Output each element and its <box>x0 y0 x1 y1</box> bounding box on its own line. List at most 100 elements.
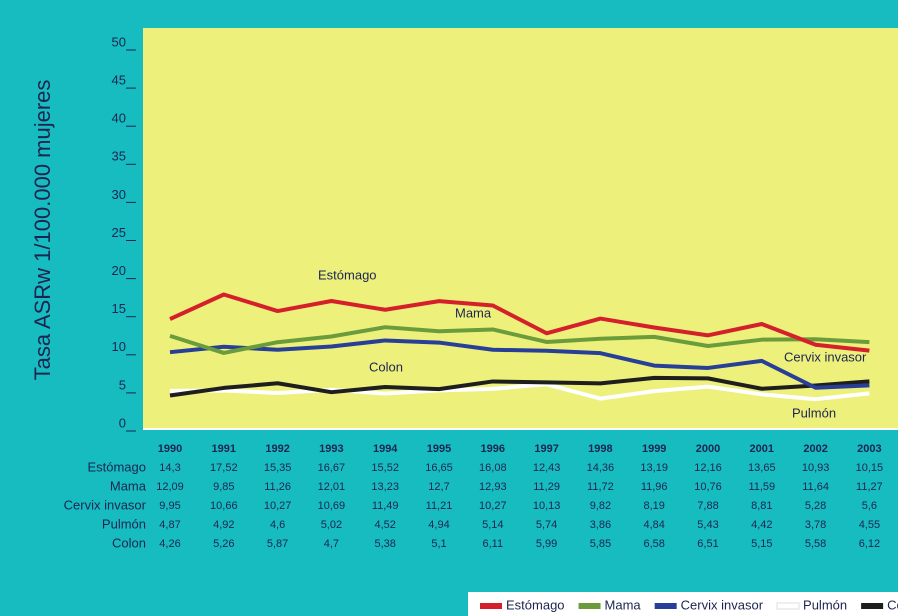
table-cell: 12,09 <box>156 481 184 493</box>
table-cell: 16,08 <box>479 462 507 474</box>
x-tick-label: 2002 <box>803 443 827 455</box>
table-cell: 12,01 <box>318 481 346 493</box>
table-cell: 5,26 <box>213 538 234 550</box>
table-cell: 6,11 <box>483 538 504 550</box>
legend-label: Estómago <box>506 597 565 612</box>
y-tick-label: 40 <box>112 111 126 126</box>
x-tick-label: 1998 <box>588 443 612 455</box>
y-tick-label: 5 <box>119 377 126 392</box>
annotation: Colon <box>369 359 403 374</box>
table-cell: 5,15 <box>751 538 772 550</box>
table-cell: 6,12 <box>859 538 880 550</box>
y-tick-label: 35 <box>112 149 126 164</box>
table-cell: 5,6 <box>862 500 877 512</box>
table-cell: 5,85 <box>590 538 611 550</box>
table-cell: 11,27 <box>856 481 883 493</box>
table-cell: 10,66 <box>210 500 238 512</box>
table-cell: 14,3 <box>159 462 180 474</box>
table-cell: 12,93 <box>479 481 507 493</box>
y-tick-label: 20 <box>112 263 126 278</box>
table-cell: 10,76 <box>694 481 722 493</box>
table-cell: 10,93 <box>802 462 830 474</box>
y-tick-label: 45 <box>112 73 126 88</box>
table-cell: 13,23 <box>371 481 399 493</box>
series-line <box>169 325 870 355</box>
x-tick-label: 2001 <box>750 443 774 455</box>
table-cell: 4,87 <box>159 519 180 531</box>
table-cell: 15,52 <box>371 462 399 474</box>
table-row-label: Cervix invasor <box>64 497 147 512</box>
legend-swatch <box>776 602 800 610</box>
table-cell: 11,59 <box>748 481 775 493</box>
y-tick-label: 25 <box>112 225 126 240</box>
table-cell: 4,94 <box>428 519 449 531</box>
table-cell: 10,27 <box>479 500 507 512</box>
table-cell: 3,86 <box>590 519 611 531</box>
table-cell: 10,27 <box>264 500 292 512</box>
table-cell: 13,65 <box>748 462 776 474</box>
legend-label: Mama <box>605 597 642 612</box>
table-cell: 14,36 <box>587 462 615 474</box>
table-cell: 10,69 <box>318 500 346 512</box>
x-tick-label: 1997 <box>534 443 558 455</box>
table-cell: 12,43 <box>533 462 561 474</box>
table-cell: 16,67 <box>318 462 346 474</box>
x-tick-label: 2000 <box>696 443 720 455</box>
table-cell: 4,7 <box>324 538 339 550</box>
y-tick-label: 50 <box>112 34 126 49</box>
annotation: Estómago <box>318 267 377 282</box>
x-tick-label: 1994 <box>373 443 398 455</box>
table-row-label: Pulmón <box>102 516 146 531</box>
table-cell: 5,14 <box>482 519 503 531</box>
table-cell: 13,19 <box>640 462 668 474</box>
series-line <box>169 375 870 398</box>
table-cell: 11,72 <box>587 481 614 493</box>
table-row-label: Mama <box>110 478 147 493</box>
table-cell: 5,58 <box>805 538 826 550</box>
table-cell: 11,96 <box>641 481 668 493</box>
table-cell: 12,7 <box>428 481 449 493</box>
x-tick-label: 1999 <box>642 443 666 455</box>
table-cell: 6,58 <box>643 538 664 550</box>
series-line <box>169 292 870 353</box>
table-cell: 4,92 <box>213 519 234 531</box>
table-cell: 8,19 <box>643 500 664 512</box>
table-cell: 4,55 <box>859 519 880 531</box>
table-cell: 4,84 <box>643 519 664 531</box>
table-cell: 4,52 <box>374 519 395 531</box>
plot-area <box>143 28 898 430</box>
table-cell: 9,85 <box>213 481 234 493</box>
table-cell: 11,29 <box>533 481 560 493</box>
annotation: Cervix invasor <box>784 349 867 364</box>
series-line <box>169 382 870 402</box>
table-cell: 4,42 <box>751 519 772 531</box>
annotation: Pulmón <box>792 405 836 420</box>
x-tick-label: 1993 <box>319 443 343 455</box>
table-cell: 6,51 <box>697 538 718 550</box>
legend-label: Colon <box>887 597 898 612</box>
legend-swatch <box>861 603 884 609</box>
table-cell: 11,64 <box>802 481 829 493</box>
y-tick-label: 10 <box>112 339 126 354</box>
table-cell: 17,52 <box>210 462 238 474</box>
series-line <box>169 338 870 390</box>
legend-label: Cervix invasor <box>681 597 764 612</box>
legend-swatch <box>654 603 677 609</box>
table-cell: 5,38 <box>374 538 395 550</box>
table-cell: 11,49 <box>372 500 399 512</box>
legend-swatch <box>578 603 601 609</box>
table-row-label: Estómago <box>87 459 146 474</box>
table-cell: 15,35 <box>264 462 292 474</box>
table-cell: 16,65 <box>425 462 453 474</box>
x-tick-label: 1990 <box>158 443 182 455</box>
table-cell: 9,95 <box>159 500 180 512</box>
legend <box>468 592 898 616</box>
table-cell: 4,26 <box>159 538 180 550</box>
x-tick-label: 1995 <box>427 443 451 455</box>
x-tick-label: 1992 <box>265 443 289 455</box>
table-cell: 10,15 <box>856 462 884 474</box>
table-cell: 12,16 <box>694 462 722 474</box>
table-cell: 11,21 <box>426 500 453 512</box>
